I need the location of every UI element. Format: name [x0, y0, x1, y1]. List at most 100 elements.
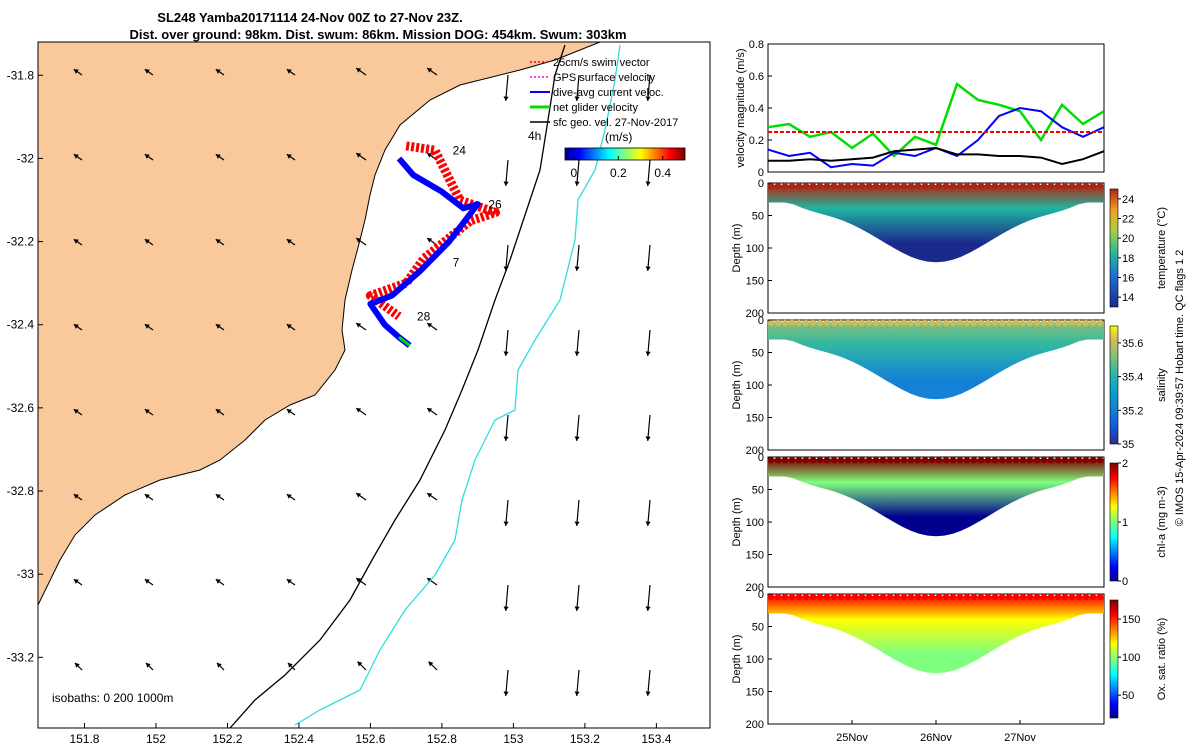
section-surface-sample	[963, 593, 971, 601]
section-colorbar-tick-label: 150	[1122, 614, 1140, 626]
geo-arrow	[505, 669, 509, 696]
section-surface-sample	[795, 319, 803, 327]
geo-arrow-head	[645, 691, 651, 696]
section-surface-sample	[942, 182, 950, 190]
velocity-colorbar	[564, 147, 686, 161]
geo-arrow-head	[73, 494, 79, 499]
section-surface-sample	[935, 182, 943, 190]
section-surface-sample	[823, 593, 831, 601]
colorbar-tick-label: 0.4	[654, 166, 671, 180]
section-surface-sample	[809, 319, 817, 327]
section-surface-sample	[956, 593, 964, 601]
section-surface-sample	[921, 593, 929, 601]
geo-arrow	[505, 499, 509, 526]
section-surface-sample	[788, 319, 796, 327]
section-surface-sample	[1033, 182, 1041, 190]
geo-arrow-head	[503, 351, 509, 356]
geo-arrow	[505, 329, 509, 356]
geo-arrow	[647, 244, 651, 271]
section-surface-sample	[998, 319, 1006, 327]
geo-arrow-head	[144, 324, 150, 329]
section-colorbar-label: chl-a (mg m-3)	[1156, 486, 1168, 558]
section-surface-sample	[914, 593, 922, 601]
section-surface-sample	[928, 319, 936, 327]
section-surface-sample	[781, 182, 789, 190]
section-surface-sample	[767, 319, 775, 327]
section-surface-sample	[774, 593, 782, 601]
section-surface-sample	[1096, 593, 1104, 601]
geo-arrow-head	[287, 662, 293, 668]
section-surface-sample	[809, 593, 817, 601]
geo-arrow-head	[286, 579, 292, 584]
geo-arrow	[505, 414, 509, 441]
section-surface-sample	[963, 456, 971, 464]
section-surface-sample	[1019, 182, 1027, 190]
section-surface-sample	[893, 319, 901, 327]
section-surface-sample	[816, 319, 824, 327]
land-area	[38, 42, 601, 606]
section-surface-sample	[1033, 319, 1041, 327]
section-surface-sample	[816, 456, 824, 464]
section-surface-sample	[1089, 593, 1097, 601]
geo-arrow-head	[645, 606, 651, 611]
section-surface-sample	[1026, 456, 1034, 464]
velocity-ytick-label: 0.6	[749, 71, 764, 83]
section-surface-sample	[872, 182, 880, 190]
section-surface-sample	[907, 456, 915, 464]
section-colorbar-tick-label: 50	[1122, 690, 1134, 702]
section-surface-sample	[1012, 593, 1020, 601]
section-colorbar	[1109, 188, 1119, 308]
section-surface-sample	[1019, 456, 1027, 464]
section-surface-sample	[942, 319, 950, 327]
section-surface-sample	[1096, 456, 1104, 464]
geo-arrow-head	[428, 661, 434, 667]
section-ytick-label: 0	[758, 315, 764, 327]
velocity-ytick-label: 0.4	[749, 103, 764, 115]
time-tick-label: 25Nov	[836, 732, 868, 744]
geo-arrow-head	[503, 181, 509, 186]
geo-arrow-head	[427, 153, 433, 158]
section-surface-sample	[872, 593, 880, 601]
section-surface-sample	[928, 593, 936, 601]
section-surface-sample	[1019, 319, 1027, 327]
section-surface-sample	[998, 593, 1006, 601]
section-surface-sample	[1040, 456, 1048, 464]
section-colorbar-tick-label: 18	[1122, 253, 1134, 265]
velocity-ticks: 0 0.2 0.4 0.6 0.8	[749, 39, 772, 179]
section-ytick-label: 150	[746, 276, 764, 288]
section-data-fill	[768, 185, 1104, 263]
section-surface-sample	[1033, 456, 1041, 464]
section-ytick-label: 100	[746, 380, 764, 392]
swim-vector-track	[365, 141, 500, 321]
section-panel-3: 0 50 100 150 200 Depth (m) 0 1 2 chl-a (mg m-3)	[731, 452, 1168, 594]
section-data-fill	[768, 596, 1104, 674]
section-ytick-label: 150	[746, 550, 764, 562]
day-label: 26	[488, 197, 502, 211]
geo-arrow-head	[574, 181, 580, 186]
geo-arrow-head	[286, 69, 292, 74]
geo-arrow-head	[503, 606, 509, 611]
section-surface-sample	[1096, 182, 1104, 190]
dive-avg-track	[367, 156, 481, 348]
geo-arrow-head	[356, 578, 362, 583]
map-lon-tick-label: 151.8	[69, 732, 99, 746]
section-ytick-label: 150	[746, 413, 764, 425]
section-surface-sample	[907, 182, 915, 190]
figure-title-line1: SL248 Yamba20171114 24-Nov 00Z to 27-Nov…	[157, 10, 462, 25]
section-surface-sample	[1005, 593, 1013, 601]
section-colorbar	[1109, 325, 1119, 445]
section-surface-sample	[1075, 182, 1083, 190]
section-colorbar-tick-label: 14	[1122, 292, 1134, 304]
section-ytick-label: 200	[746, 582, 764, 594]
section-surface-sample	[830, 593, 838, 601]
legend-time-step: 4h	[528, 129, 541, 143]
geo-arrow	[576, 244, 580, 271]
section-surface-sample	[921, 182, 929, 190]
section-surface-sample	[830, 319, 838, 327]
map-lat-tick-label: -32.4	[7, 318, 35, 332]
section-surface-sample	[795, 456, 803, 464]
section-ytick-label: 0	[758, 178, 764, 190]
section-surface-sample	[802, 456, 810, 464]
section-ytick-label: 50	[752, 348, 764, 360]
